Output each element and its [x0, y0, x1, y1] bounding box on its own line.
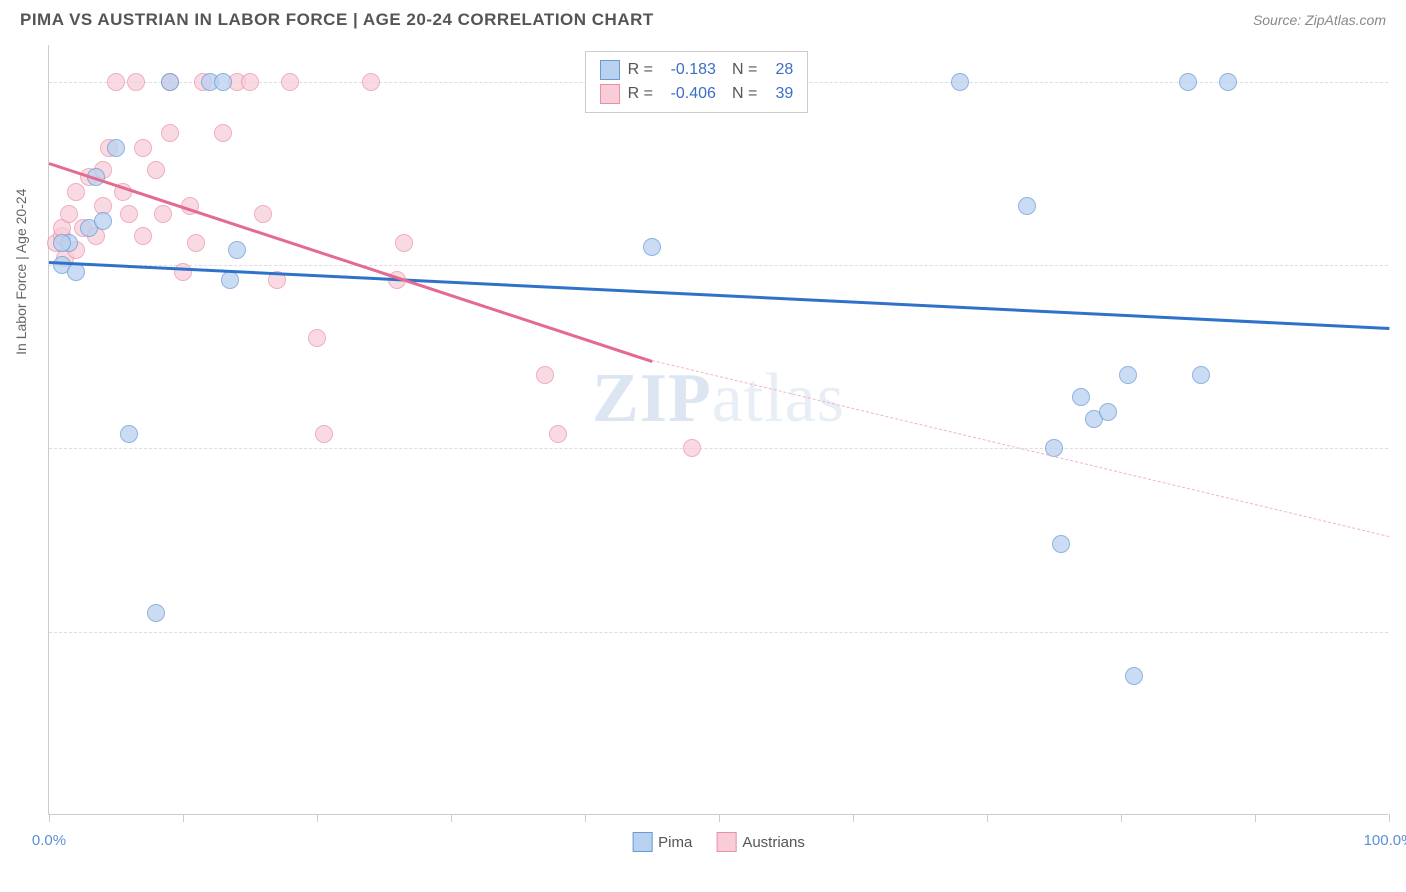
- x-tick: [853, 814, 854, 822]
- scatter-chart: In Labor Force | Age 20-24 ZIPatlas 25.0…: [48, 45, 1388, 815]
- data-point: [134, 139, 152, 157]
- n-value: 28: [765, 61, 793, 79]
- x-tick-label: 100.0%: [1364, 832, 1406, 849]
- data-point: [951, 73, 969, 91]
- x-tick: [451, 814, 452, 822]
- data-point: [147, 161, 165, 179]
- data-point: [187, 234, 205, 252]
- y-tick-label: 100.0%: [1398, 91, 1406, 108]
- data-point: [221, 271, 239, 289]
- y-axis-label: In Labor Force | Age 20-24: [13, 188, 29, 354]
- series-swatch: [600, 84, 620, 104]
- x-tick: [1255, 814, 1256, 822]
- y-tick-label: 25.0%: [1398, 641, 1406, 658]
- data-point: [154, 205, 172, 223]
- x-tick: [719, 814, 720, 822]
- data-point: [241, 73, 259, 91]
- stats-box: R = -0.183 N = 28 R = -0.406 N = 39: [585, 51, 809, 113]
- gridline: [49, 448, 1388, 449]
- r-value: -0.406: [661, 85, 716, 103]
- legend-label: Austrians: [742, 834, 805, 851]
- n-value: 39: [765, 85, 793, 103]
- r-label: R =: [628, 61, 653, 79]
- data-point: [1179, 73, 1197, 91]
- x-tick: [987, 814, 988, 822]
- data-point: [60, 205, 78, 223]
- y-tick-label: 50.0%: [1398, 458, 1406, 475]
- data-point: [174, 263, 192, 281]
- data-point: [395, 234, 413, 252]
- data-point: [1099, 403, 1117, 421]
- data-point: [161, 124, 179, 142]
- n-label: N =: [732, 85, 757, 103]
- x-tick: [183, 814, 184, 822]
- data-point: [1052, 535, 1070, 553]
- legend-swatch: [716, 832, 736, 852]
- data-point: [53, 234, 71, 252]
- r-label: R =: [628, 85, 653, 103]
- data-point: [683, 439, 701, 457]
- data-point: [643, 238, 661, 256]
- source-attribution: Source: ZipAtlas.com: [1253, 12, 1386, 28]
- data-point: [107, 139, 125, 157]
- x-tick: [1121, 814, 1122, 822]
- x-tick: [49, 814, 50, 822]
- data-point: [362, 73, 380, 91]
- data-point: [94, 212, 112, 230]
- watermark: ZIPatlas: [592, 359, 845, 439]
- x-tick-label: 0.0%: [32, 832, 66, 849]
- data-point: [549, 425, 567, 443]
- chart-title: PIMA VS AUSTRIAN IN LABOR FORCE | AGE 20…: [20, 10, 654, 30]
- data-point: [228, 241, 246, 259]
- data-point: [254, 205, 272, 223]
- data-point: [1125, 667, 1143, 685]
- data-point: [134, 227, 152, 245]
- data-point: [1072, 388, 1090, 406]
- data-point: [1018, 197, 1036, 215]
- r-value: -0.183: [661, 61, 716, 79]
- data-point: [120, 205, 138, 223]
- data-point: [281, 73, 299, 91]
- data-point: [536, 366, 554, 384]
- data-point: [67, 183, 85, 201]
- data-point: [214, 73, 232, 91]
- stats-row: R = -0.406 N = 39: [600, 82, 794, 106]
- legend-label: Pima: [658, 834, 692, 851]
- data-point: [161, 73, 179, 91]
- gridline: [49, 265, 1388, 266]
- data-point: [1192, 366, 1210, 384]
- data-point: [107, 73, 125, 91]
- header: PIMA VS AUSTRIAN IN LABOR FORCE | AGE 20…: [0, 0, 1406, 38]
- trend-line: [49, 162, 653, 363]
- stats-row: R = -0.183 N = 28: [600, 58, 794, 82]
- data-point: [214, 124, 232, 142]
- gridline: [49, 632, 1388, 633]
- legend-item: Pima: [632, 832, 692, 852]
- y-tick-label: 75.0%: [1398, 275, 1406, 292]
- data-point: [120, 425, 138, 443]
- n-label: N =: [732, 61, 757, 79]
- trend-line: [49, 261, 1389, 330]
- legend-item: Austrians: [716, 832, 805, 852]
- data-point: [147, 604, 165, 622]
- data-point: [315, 425, 333, 443]
- data-point: [1219, 73, 1237, 91]
- legend: Pima Austrians: [632, 832, 805, 852]
- legend-swatch: [632, 832, 652, 852]
- data-point: [1119, 366, 1137, 384]
- x-tick: [317, 814, 318, 822]
- data-point: [308, 329, 326, 347]
- data-point: [67, 263, 85, 281]
- series-swatch: [600, 60, 620, 80]
- x-tick: [1389, 814, 1390, 822]
- data-point: [127, 73, 145, 91]
- x-tick: [585, 814, 586, 822]
